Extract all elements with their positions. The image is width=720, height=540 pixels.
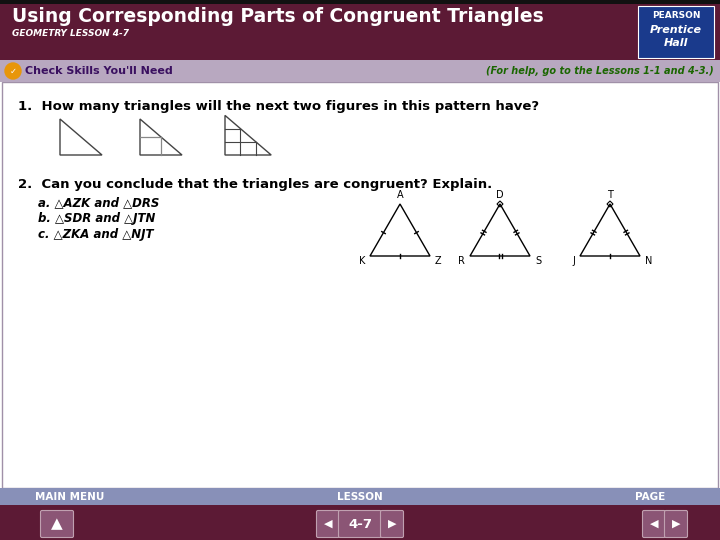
Text: Prentice: Prentice	[650, 25, 702, 35]
Text: ◀: ◀	[324, 519, 332, 529]
FancyBboxPatch shape	[40, 510, 73, 537]
FancyBboxPatch shape	[338, 510, 382, 537]
Circle shape	[5, 63, 21, 79]
FancyBboxPatch shape	[665, 510, 688, 537]
Text: PAGE: PAGE	[635, 491, 665, 502]
Text: N: N	[645, 256, 652, 266]
Text: ▶: ▶	[672, 519, 680, 529]
Text: ✓: ✓	[9, 66, 17, 76]
Text: Using Corresponding Parts of Congruent Triangles: Using Corresponding Parts of Congruent T…	[12, 6, 544, 25]
Bar	[0, 505, 720, 540]
FancyBboxPatch shape	[380, 510, 403, 537]
Text: 4-7: 4-7	[348, 517, 372, 530]
Text: PEARSON: PEARSON	[652, 11, 701, 21]
Text: 2.  Can you conclude that the triangles are congruent? Explain.: 2. Can you conclude that the triangles a…	[18, 178, 492, 191]
Text: LESSON: LESSON	[337, 491, 383, 502]
Text: Check Skills You'll Need: Check Skills You'll Need	[25, 66, 173, 76]
Text: K: K	[359, 256, 365, 266]
Text: D: D	[496, 190, 504, 200]
Text: R: R	[458, 256, 465, 266]
Text: 1.  How many triangles will the next two figures in this pattern have?: 1. How many triangles will the next two …	[18, 100, 539, 113]
Bar	[638, 6, 714, 58]
Bar	[0, 0, 720, 60]
Text: (For help, go to the Lessons 1-1 and 4-3.): (For help, go to the Lessons 1-1 and 4-3…	[486, 66, 714, 76]
FancyBboxPatch shape	[317, 510, 340, 537]
Text: GEOMETRY LESSON 4-7: GEOMETRY LESSON 4-7	[12, 30, 129, 38]
Bar	[2, 82, 718, 488]
Text: T: T	[607, 190, 613, 200]
Text: a. △AZK and △DRS: a. △AZK and △DRS	[38, 196, 159, 209]
Text: ▶: ▶	[388, 519, 396, 529]
Text: c. △ZKA and △NJT: c. △ZKA and △NJT	[38, 228, 153, 241]
Bar	[0, 0, 720, 4]
Text: J: J	[572, 256, 575, 266]
Text: Z: Z	[435, 256, 441, 266]
Text: ▲: ▲	[51, 516, 63, 531]
Text: Hall: Hall	[664, 38, 688, 48]
Text: b. △SDR and △JTN: b. △SDR and △JTN	[38, 212, 156, 225]
Text: ◀: ◀	[649, 519, 658, 529]
Bar	[0, 488, 720, 505]
Text: S: S	[535, 256, 541, 266]
Text: A: A	[397, 190, 403, 200]
Bar	[0, 60, 720, 82]
FancyBboxPatch shape	[642, 510, 665, 537]
Text: MAIN MENU: MAIN MENU	[35, 491, 104, 502]
